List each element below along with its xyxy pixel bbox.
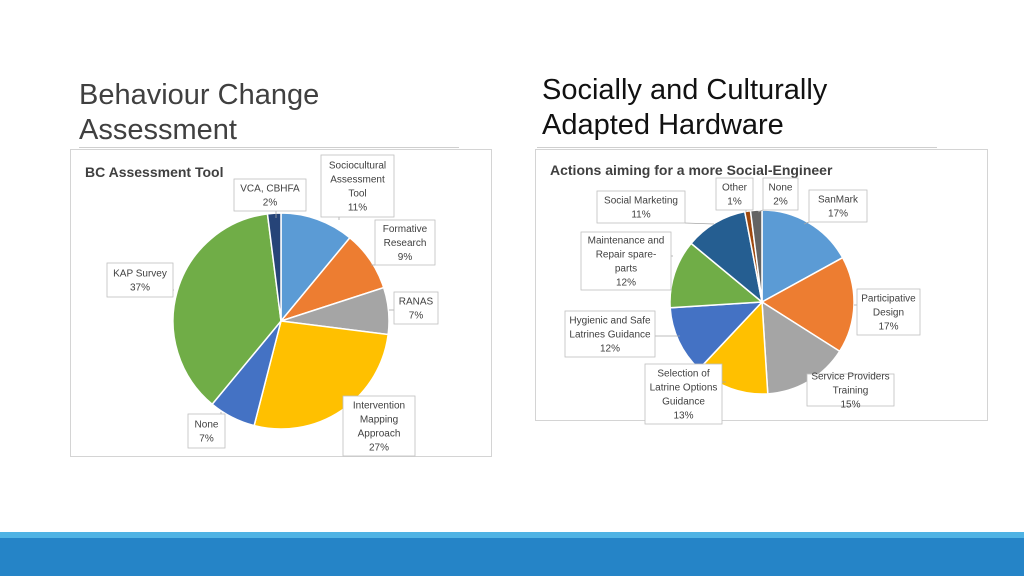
se-label-box [596, 190, 686, 224]
se-data-label-none: None 2% [757, 177, 799, 213]
left-title-underline [79, 147, 459, 148]
se-label-text: 2% [773, 197, 788, 208]
bc-assessment-tool-chart: BC Assessment Tool Sociocultural Assessmen… [70, 149, 492, 457]
se-label-text: Participative [861, 294, 916, 305]
se-slice-maintenance-and-repair-spare-parts [669, 242, 764, 309]
bc-label-text: Assessment [330, 175, 385, 186]
bc-slice-vca-cbhfa [266, 212, 282, 322]
social-engineer-actions-chart: Actions aiming for a more Social-Enginee… [535, 149, 988, 425]
bc-label-box [342, 395, 416, 457]
se-label-text: Hygienic and Safe [569, 316, 651, 327]
bc-data-label-formative-research: Formative Research 9% [371, 219, 436, 266]
bc-assessment-pie-svg: BC Assessment Tool Sociocultural Assessmen… [85, 154, 439, 457]
bc-label-text: RANAS [399, 297, 434, 308]
bc-data-label-ranas: RANAS 7% [389, 291, 439, 325]
footer-bar [0, 538, 1024, 576]
se-label-text: parts [615, 264, 637, 275]
bc-label-text: 9% [398, 252, 413, 263]
se-data-label-sanmark: SanMark 17% [803, 189, 868, 225]
bc-label-text: KAP Survey [113, 269, 167, 280]
se-data-label-selection-of-latrine-options-guidance: Selection of Latrine Options Guidance 13% [644, 363, 726, 425]
se-label-text: Training [833, 386, 869, 397]
bc-data-label-kap-survey: KAP Survey 37% [106, 262, 174, 298]
se-label-text: Other [722, 183, 748, 194]
se-leader-line [803, 221, 810, 225]
se-label-text: Selection of [657, 369, 709, 380]
se-label-box [644, 363, 723, 425]
se-label-text: 12% [616, 278, 636, 289]
se-label-text: Design [873, 308, 904, 319]
se-data-label-hygienic-and-safe-latrines-guidance: Hygienic and Safe Latrines Guidance 12% [564, 310, 680, 358]
footer-accent-bar [0, 532, 1024, 538]
bc-label-text: None [195, 420, 219, 431]
se-label-text: 15% [840, 400, 860, 411]
se-label-text: None [769, 183, 793, 194]
bc-label-box [374, 219, 436, 266]
bc-chart-title: BC Assessment Tool [85, 164, 223, 180]
se-label-text: 13% [673, 411, 693, 422]
se-label-text: Guidance [662, 397, 705, 408]
se-chart-title: Actions aiming for a more Social-Enginee… [550, 162, 833, 178]
se-label-text: 1% [727, 197, 742, 208]
se-data-label-participative-design: Participative Design 17% [854, 288, 921, 336]
bc-label-text: 7% [199, 434, 214, 445]
se-label-text: Latrine Options [650, 383, 718, 394]
bc-data-label-sociocultural-assessment-tool: Sociocultural Assessment Tool 11% [320, 154, 395, 220]
bc-label-box [393, 291, 439, 325]
se-label-text: Latrines Guidance [569, 330, 651, 341]
bc-slice-kap-survey [172, 213, 282, 406]
se-label-box [715, 177, 754, 211]
se-label-box [580, 231, 672, 291]
social-engineer-pie-svg: Actions aiming for a more Social-Enginee… [550, 162, 921, 425]
se-label-text: 17% [828, 209, 848, 220]
bc-label-text: Tool [348, 189, 366, 200]
bc-label-text: 7% [409, 311, 424, 322]
bc-data-label-none: None 7% [187, 412, 226, 449]
bc-label-text: Mapping [360, 415, 398, 426]
se-label-box [762, 177, 799, 211]
se-label-text: Social Marketing [604, 196, 678, 207]
bc-label-box [320, 154, 395, 218]
se-label-text: SanMark [818, 195, 859, 206]
bc-label-box [233, 178, 307, 212]
bc-label-text: VCA, CBHFA [240, 184, 300, 195]
se-leader-line [684, 222, 715, 225]
right-title-underline [537, 147, 937, 148]
bc-label-text: 37% [130, 283, 150, 294]
se-slice-participative-design [760, 256, 855, 353]
se-data-label-service-providers-training: Service Providers Training 15% [806, 372, 895, 411]
se-label-box [808, 189, 868, 223]
bc-label-text: Intervention [353, 401, 405, 412]
left-slide-title: Behaviour Change Assessment [79, 79, 320, 146]
se-label-box [806, 373, 895, 407]
se-label-text: 17% [878, 322, 898, 333]
bc-label-text: Approach [358, 429, 401, 440]
bc-label-text: Formative [383, 224, 428, 235]
se-label-box [564, 310, 656, 358]
bc-label-box [187, 413, 226, 449]
se-label-text: Repair spare- [596, 250, 657, 261]
bc-data-label-vca-cbhfa: VCA, CBHFA 2% [233, 178, 307, 218]
se-label-text: Maintenance and [588, 236, 665, 247]
se-data-label-maintenance-and-repair-spare-parts: Maintenance and Repair spare-parts 12% [580, 231, 673, 291]
se-label-text: 11% [631, 210, 650, 221]
bc-label-text: Research [384, 238, 427, 249]
se-label-text: Service Providers [811, 372, 889, 383]
bc-slice-sociocultural-assessment-tool [280, 212, 351, 324]
bc-slice-intervention-mapping-approach [253, 320, 389, 430]
bc-label-text: 2% [263, 198, 278, 209]
bc-label-text: 27% [369, 443, 389, 454]
bc-data-label-intervention-mapping-approach: Intervention Mapping Approach 27% [342, 395, 416, 457]
bc-label-box [106, 262, 174, 298]
bc-label-text: 11% [348, 203, 367, 214]
bc-label-text: Sociocultural [329, 161, 386, 172]
right-slide-title: Socially and Culturally Adapted Hardware [542, 74, 828, 141]
se-label-box [856, 288, 921, 336]
se-label-text: 12% [600, 344, 620, 355]
se-leader-line [757, 209, 764, 213]
se-data-label-social-marketing: Social Marketing 11% [596, 190, 715, 225]
se-data-label-other: Other 1% [715, 177, 754, 212]
